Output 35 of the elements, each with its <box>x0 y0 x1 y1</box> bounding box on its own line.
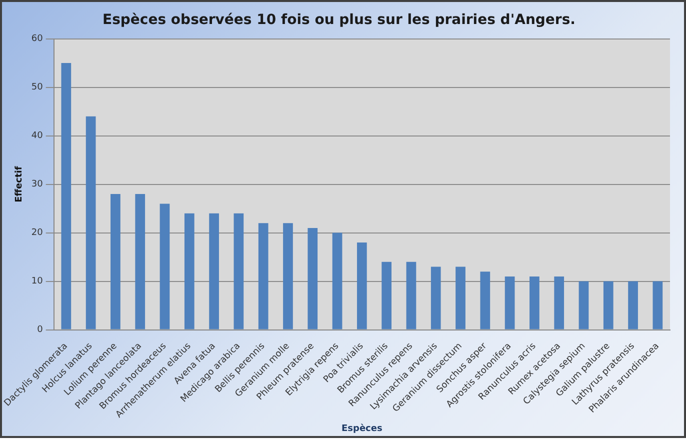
bar <box>234 213 244 330</box>
y-tick-label: 40 <box>31 131 44 142</box>
bar <box>61 63 72 330</box>
y-tick-label: 10 <box>31 276 44 287</box>
bar <box>430 266 441 330</box>
bar <box>308 228 318 330</box>
chart-title: Espèces observées 10 fois ou plus sur les prairies d'Angers. <box>102 12 576 28</box>
bar <box>480 272 490 330</box>
bar <box>209 213 219 330</box>
y-tick-label: 20 <box>31 228 44 238</box>
x-axis-title: Espèces <box>341 422 382 434</box>
bar <box>135 194 146 330</box>
bar <box>530 276 540 330</box>
bar <box>628 281 638 330</box>
bar <box>578 281 589 330</box>
y-tick-label: 50 <box>31 82 44 93</box>
y-tick-label: 60 <box>31 34 44 44</box>
bar <box>456 266 466 330</box>
bar <box>86 116 96 330</box>
y-tick-label: 0 <box>37 325 44 336</box>
bar <box>356 242 367 330</box>
bar <box>258 223 268 330</box>
bar <box>406 262 416 330</box>
bar <box>603 281 614 330</box>
bar <box>184 213 194 330</box>
bar <box>283 223 293 330</box>
bar <box>110 194 120 330</box>
y-tick-label: 30 <box>31 180 44 190</box>
bar <box>382 262 392 330</box>
bar <box>332 232 342 330</box>
bar <box>504 276 515 330</box>
bar <box>652 281 663 330</box>
y-axis-title: Effectif <box>14 166 24 202</box>
bar <box>554 276 564 330</box>
bar <box>160 204 170 330</box>
